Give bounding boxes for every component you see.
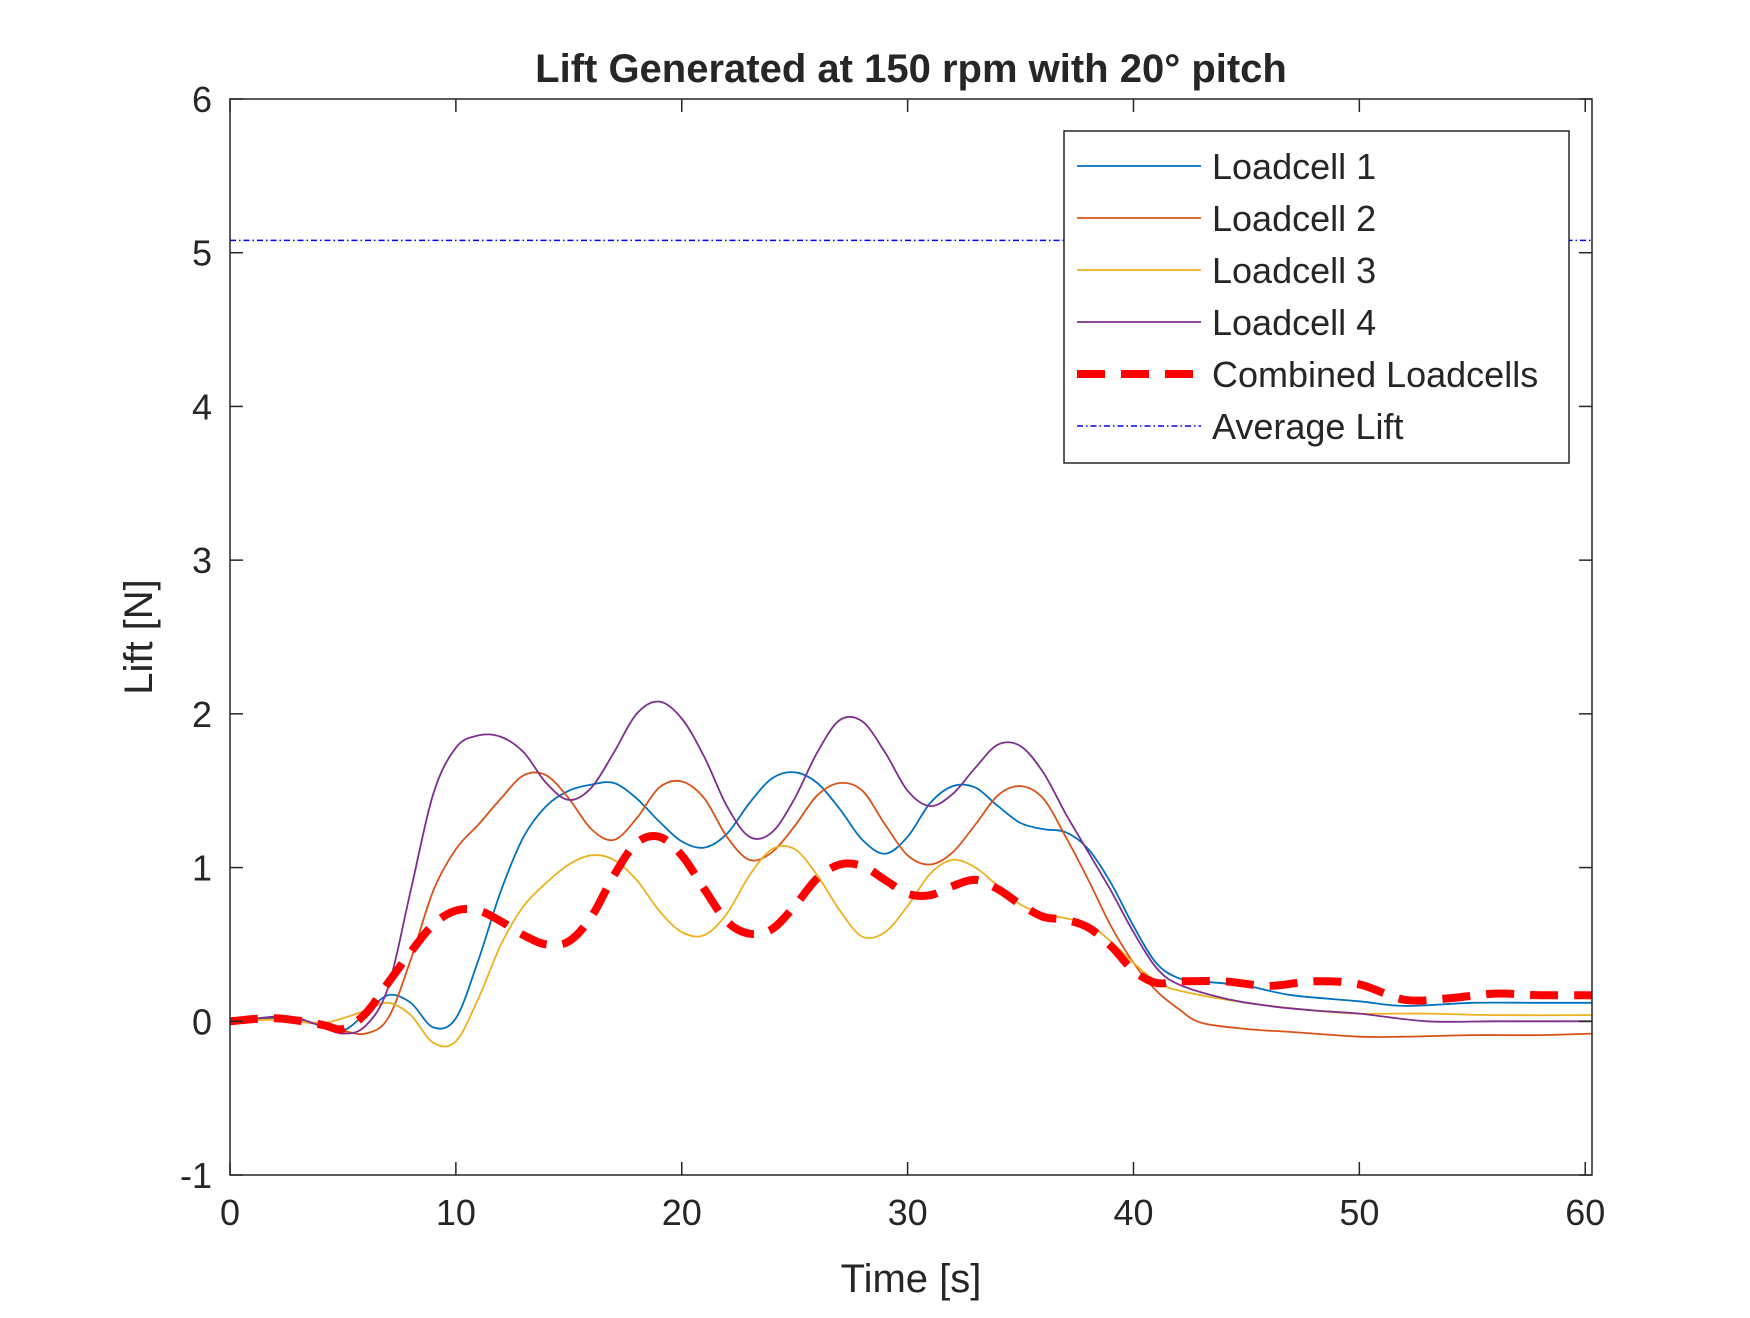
legend-label-5: Combined Loadcells bbox=[1212, 354, 1538, 395]
x-tick-label: 20 bbox=[662, 1192, 702, 1233]
legend-label-3: Loadcell 3 bbox=[1212, 250, 1376, 291]
y-tick-label: 1 bbox=[192, 848, 212, 889]
legend-label-2: Loadcell 2 bbox=[1212, 198, 1376, 239]
series-line-5 bbox=[229, 832, 1593, 1034]
y-axis-label: Lift [N] bbox=[117, 579, 161, 695]
legend-label-4: Loadcell 4 bbox=[1212, 302, 1376, 343]
x-tick-label: 30 bbox=[888, 1192, 928, 1233]
chart-title: Lift Generated at 150 rpm with 20° pitch bbox=[535, 47, 1287, 91]
x-tick-label: 40 bbox=[1113, 1192, 1153, 1233]
y-tick-label: 0 bbox=[192, 1001, 212, 1042]
series-line-2 bbox=[229, 771, 1593, 1038]
y-tick-label: -1 bbox=[180, 1155, 212, 1196]
series-line-4 bbox=[229, 700, 1592, 1035]
x-tick-label: 10 bbox=[436, 1192, 476, 1233]
x-axis-label: Time [s] bbox=[841, 1257, 982, 1301]
y-tick-label: 3 bbox=[192, 540, 212, 581]
x-tick-label: 0 bbox=[220, 1192, 240, 1233]
legend: Loadcell 1 Loadcell 2 Loadcell 3 Loadcell 4… bbox=[1063, 130, 1570, 464]
axes-box bbox=[229, 98, 1593, 1176]
legend-label-6: Average Lift bbox=[1212, 406, 1403, 447]
legend-label-1: Loadcell 1 bbox=[1212, 146, 1376, 187]
legend-box bbox=[1063, 130, 1570, 464]
x-tick-label: 60 bbox=[1565, 1192, 1605, 1233]
y-tick-label: 4 bbox=[192, 386, 212, 427]
y-tick-label: 2 bbox=[192, 694, 212, 735]
y-tick-label: 6 bbox=[192, 79, 212, 120]
x-tick-label: 50 bbox=[1339, 1192, 1379, 1233]
y-tick-label: 5 bbox=[192, 233, 212, 274]
